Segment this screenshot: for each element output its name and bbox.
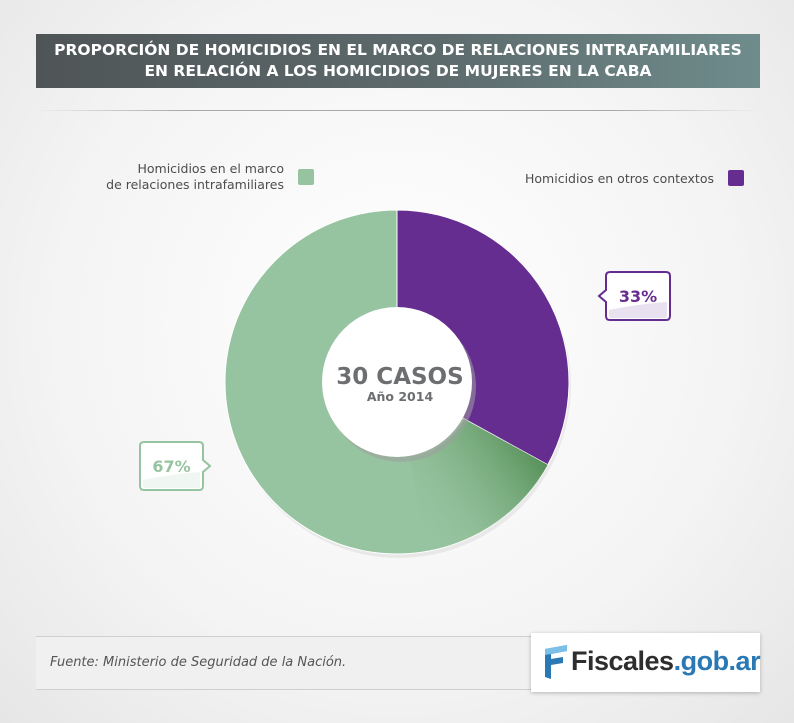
center-year-label: Año 2014 [367, 389, 434, 404]
fiscales-logo-text: Fiscales.gob.ar [571, 646, 761, 677]
donut-slice-shading [409, 419, 548, 552]
source-note: Fuente: Ministerio de Seguridad de la Na… [50, 655, 347, 670]
legend-swatch-intrafamiliares [298, 169, 314, 185]
chart-title-line-1: PROPORCIÓN DE HOMICIDIOS EN EL MARCO DE … [54, 41, 742, 59]
fiscales-logo: Fiscales.gob.ar [531, 633, 761, 692]
svg-text:33%: 33% [619, 287, 657, 306]
legend-item-otros-contextos: Homicidios en otros contextos [525, 170, 744, 186]
data-label-otros-contextos: 33% [597, 271, 671, 321]
logo-name: Fiscales [571, 646, 674, 676]
svg-text:67%: 67% [152, 457, 190, 476]
legend-label-intrafamiliares-line-2: de relaciones intrafamiliares [106, 177, 284, 192]
legend-label-intrafamiliares-line-1: Homicidios en el marco [137, 161, 284, 176]
title-divider [36, 110, 760, 111]
chart-title: PROPORCIÓN DE HOMICIDIOS EN EL MARCO DE … [36, 34, 760, 88]
chart-title-line-2: EN RELACIÓN A LOS HOMICIDIOS DE MUJERES … [144, 62, 652, 80]
legend-swatch-otros-contextos [728, 170, 744, 186]
logo-domain: .gob.ar [673, 646, 761, 676]
center-total-label: 30 CASOS [336, 364, 463, 390]
footer-source-band: Fuente: Ministerio de Seguridad de la Na… [36, 636, 532, 690]
fiscales-flag-icon [545, 645, 567, 679]
data-label-intrafamiliares: 67% [139, 441, 212, 491]
donut-hole [322, 307, 472, 457]
legend-label-otros-contextos: Homicidios en otros contextos [525, 170, 714, 186]
legend-item-intrafamiliares: Homicidios en el marco de relaciones int… [106, 161, 314, 193]
